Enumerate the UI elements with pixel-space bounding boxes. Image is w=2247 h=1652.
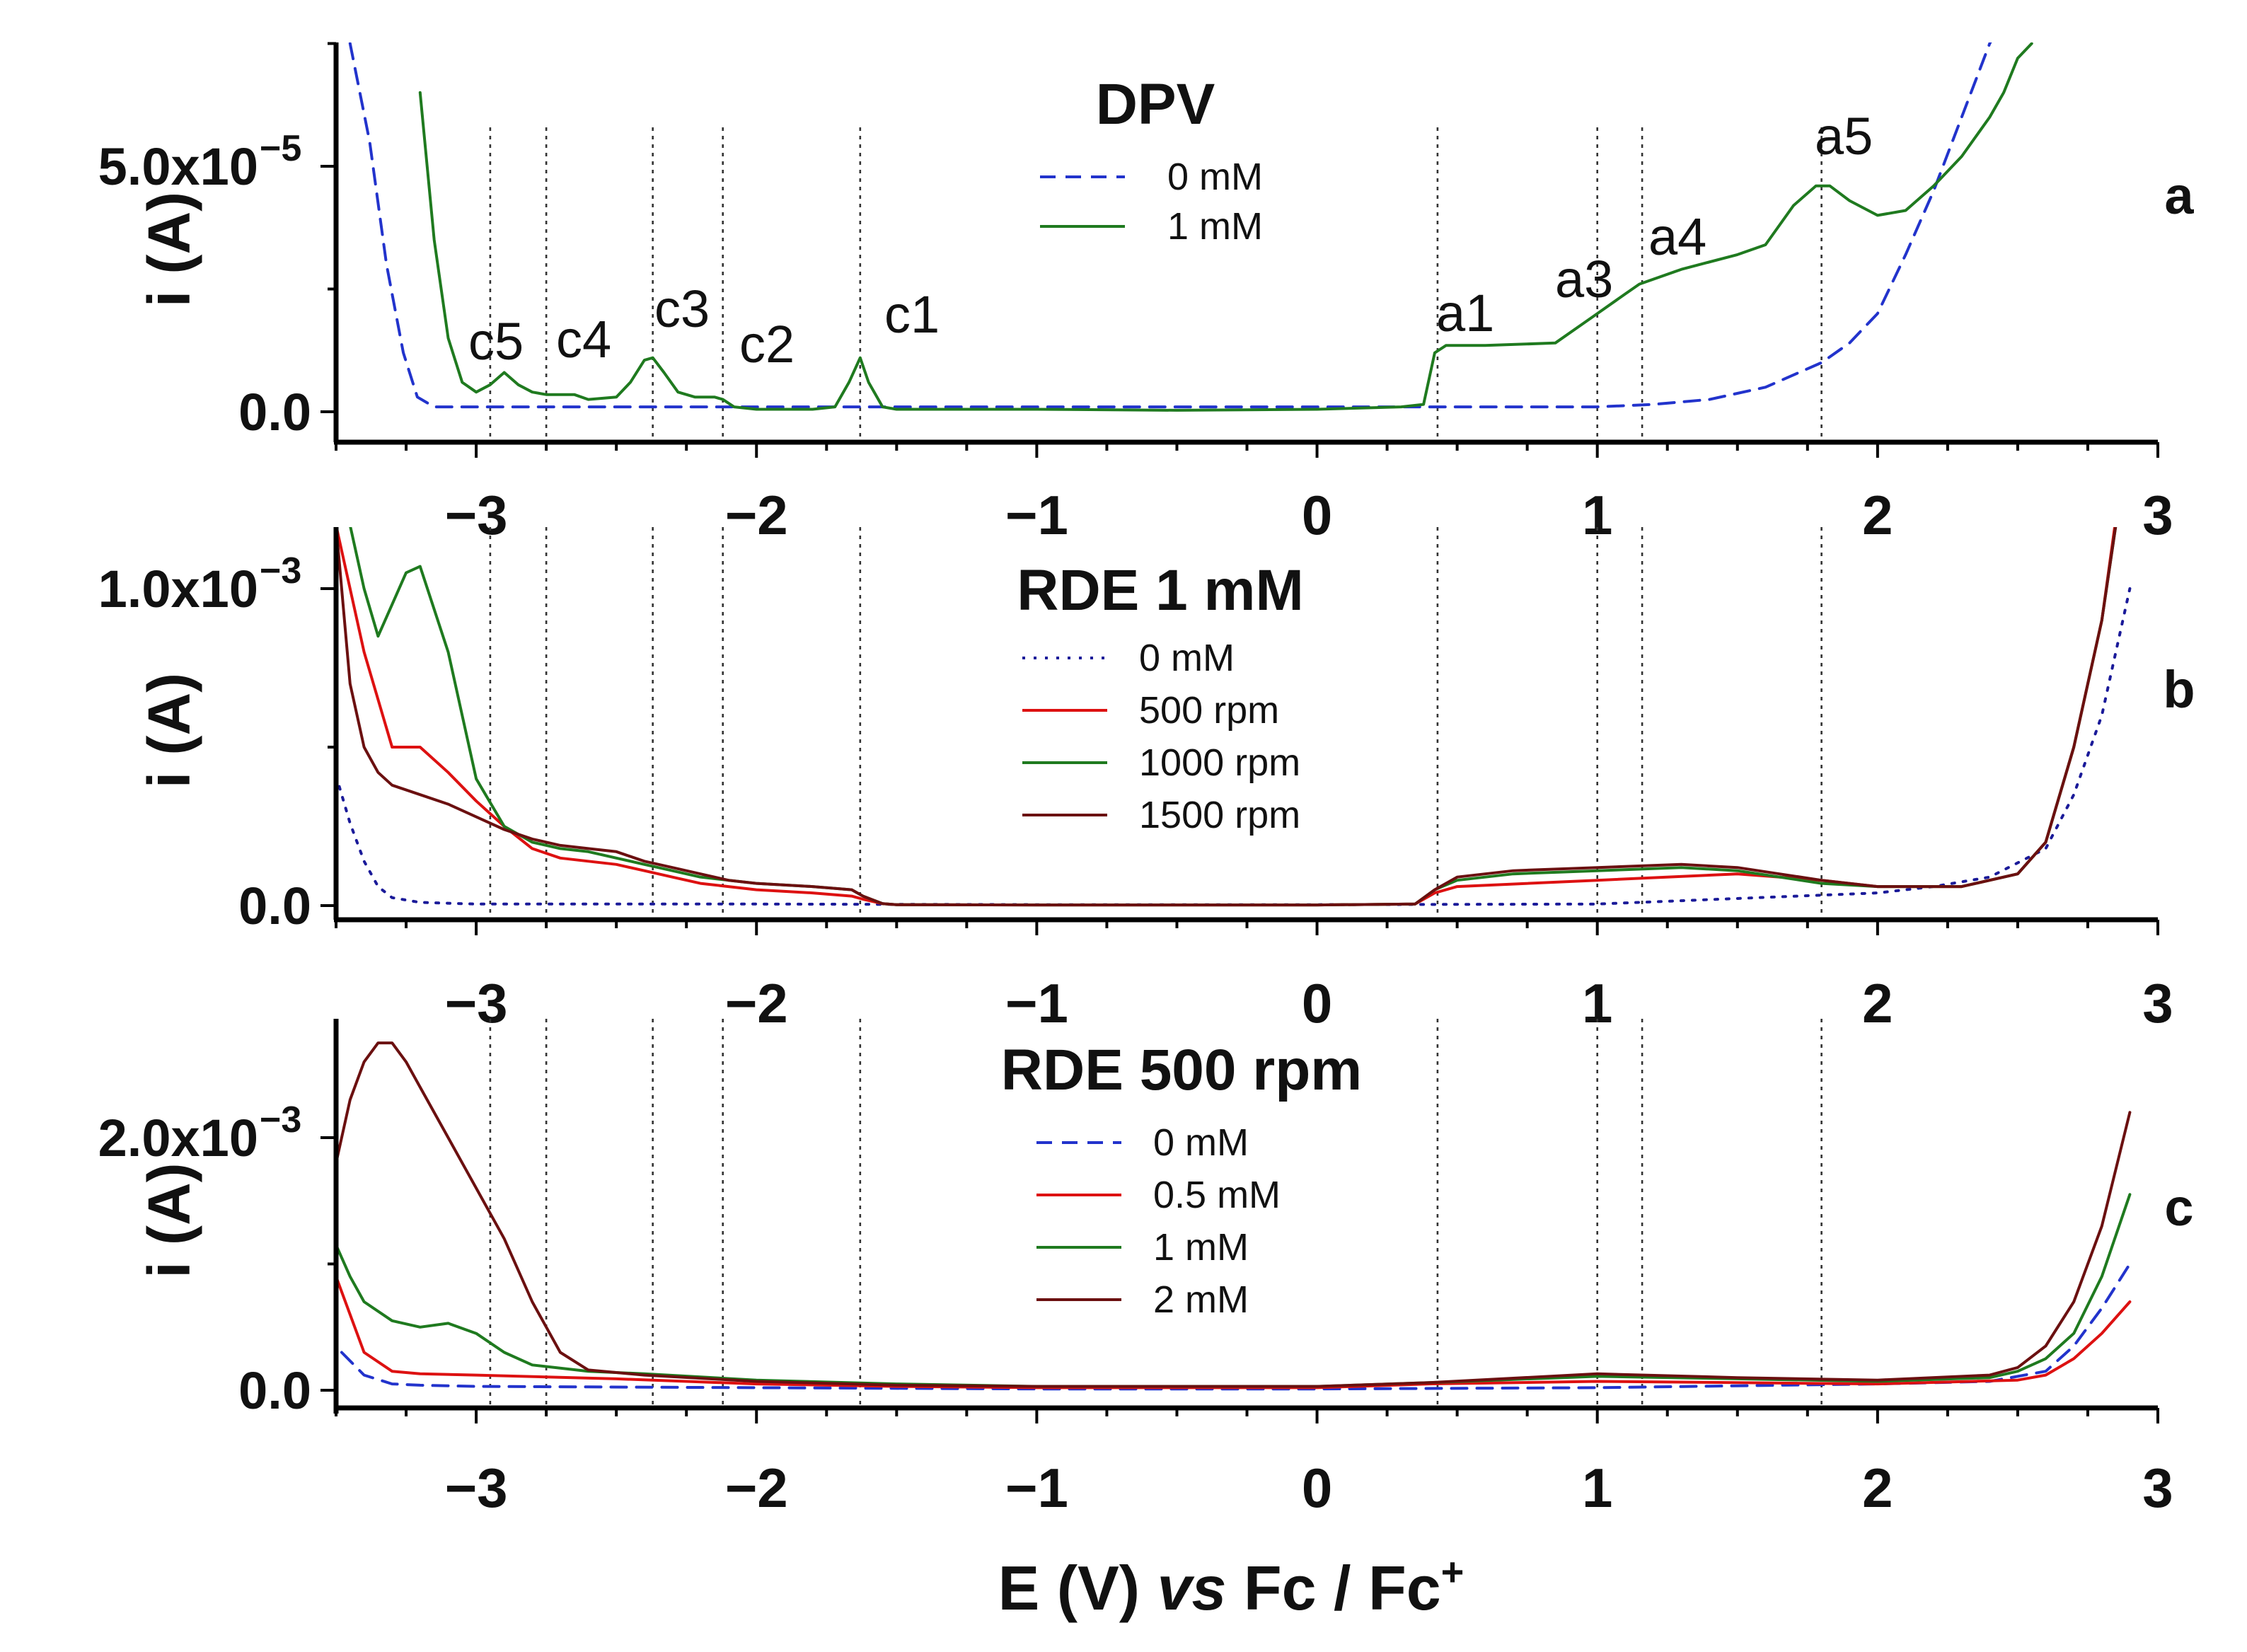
y-tick-label: 5.0x10−5 xyxy=(98,128,302,196)
x-tick-label: −2 xyxy=(725,1457,788,1519)
panel-c: −3 −2 −1 0 1 2 3 0.0 2.0x10−3i (A) RDE 500 rpm 0… xyxy=(98,1019,2194,1519)
x-tick-label: 3 xyxy=(2142,972,2173,1034)
x-tick-label: −3 xyxy=(445,1457,508,1519)
x-tick-label: −2 xyxy=(725,972,788,1034)
legend-label: 2 mM xyxy=(1153,1278,1249,1321)
series-line-0-mM xyxy=(340,1262,2132,1391)
peak-label-c1: c1 xyxy=(884,285,940,344)
x-tick-label: 1 xyxy=(1582,1457,1612,1519)
legend-label: 0 mM xyxy=(1139,637,1235,679)
legend-label: 1500 rpm xyxy=(1139,794,1300,836)
peak-label-c4: c4 xyxy=(556,310,611,369)
y-axis-title: i (A) xyxy=(136,192,202,307)
peak-marker-lines xyxy=(489,127,1823,442)
peak-label-a1: a1 xyxy=(1436,284,1494,342)
panel-a-legend: 0 mM 1 mM xyxy=(1040,156,1263,248)
x-tick-label: −3 xyxy=(445,972,508,1034)
x-tick-label: 0 xyxy=(1302,972,1332,1034)
legend-label: 0.5 mM xyxy=(1153,1174,1281,1216)
series-line-0-mM xyxy=(336,587,2132,906)
peak-marker-lines xyxy=(489,527,1823,920)
peak-label-c3: c3 xyxy=(654,279,710,338)
x-tick-label: 3 xyxy=(2142,1457,2173,1519)
legend-label: 1 mM xyxy=(1167,205,1263,248)
panel-b-label: b xyxy=(2163,660,2195,719)
panel-b-axes: −3 −2 −1 0 1 2 3 0.0 1.0x10−3 i (A) xyxy=(98,527,2173,1034)
legend-label: 1000 rpm xyxy=(1139,741,1300,784)
x-tick-label: 3 xyxy=(2142,484,2173,546)
panel-a: −3 −2 −1 0 1 2 30.05.0x10−5i (A) DPV 0 mM1 mM … xyxy=(98,42,2194,546)
legend-label: 0 mM xyxy=(1167,156,1263,198)
peak-label-a5: a5 xyxy=(1815,107,1873,166)
panel-b-curves xyxy=(336,527,2132,907)
x-tick-label: 1 xyxy=(1582,972,1612,1034)
series-line-1500-rpm xyxy=(336,527,2118,907)
peak-label-c2: c2 xyxy=(739,315,795,374)
x-tick-label: −1 xyxy=(1005,1457,1068,1519)
panel-b: −3 −2 −1 0 1 2 3 0.0 1.0x10−3 i (A) RDE 1 mM 0 mM… xyxy=(98,527,2195,1034)
y-tick-label: 2.0x10−3 xyxy=(98,1099,302,1167)
x-axis-title: E (V) vs Fc / Fc+ xyxy=(998,1549,1465,1623)
y-axis-title: i (A) xyxy=(136,1162,202,1278)
panel-a-peak-labels: c5 c4 c3 c2 c1 a1 a3 a4 a5 xyxy=(468,107,1873,374)
x-tick-label: 2 xyxy=(1862,484,1893,546)
panel-b-legend: 0 mM 500 rpm 1000 rpm 1500 rpm xyxy=(1022,637,1300,836)
series-line-0-mM xyxy=(348,42,1992,409)
x-tick-label: 2 xyxy=(1862,1457,1893,1519)
series-line-1-mM xyxy=(418,42,2033,412)
peak-label-c5: c5 xyxy=(468,312,524,371)
legend-label: 1 mM xyxy=(1153,1226,1249,1269)
panel-a-curves xyxy=(348,42,2033,412)
y-tick-label: 0.0 xyxy=(238,877,311,935)
x-tick-label: −1 xyxy=(1005,484,1068,546)
y-axis-title: i (A) xyxy=(136,673,202,788)
series-line-2-mM xyxy=(336,1041,2132,1388)
x-tick-label: 0 xyxy=(1302,484,1332,546)
peak-label-a3: a3 xyxy=(1555,250,1613,308)
panel-c-label: c xyxy=(2164,1178,2193,1237)
y-tick-label: 0.0 xyxy=(238,383,311,441)
peak-label-a4: a4 xyxy=(1648,207,1706,266)
y-tick-label: 1.0x10−3 xyxy=(98,550,302,618)
legend-label: 0 mM xyxy=(1153,1121,1249,1164)
x-tick-label: 0 xyxy=(1302,1457,1332,1519)
y-tick-label: 0.0 xyxy=(238,1361,311,1420)
x-tick-label: −2 xyxy=(725,484,788,546)
panel-c-axes: −3 −2 −1 0 1 2 3 0.0 2.0x10−3i (A) xyxy=(98,1019,2173,1519)
legend-label: 500 rpm xyxy=(1139,689,1279,732)
panel-c-legend: 0 mM 0.5 mM 1 mM 2 mM xyxy=(1036,1121,1281,1321)
panel-a-title: DPV xyxy=(1096,72,1215,137)
x-tick-label: −1 xyxy=(1005,972,1068,1034)
x-tick-label: 2 xyxy=(1862,972,1893,1034)
panel-a-axes: −3 −2 −1 0 1 2 30.05.0x10−5i (A) xyxy=(98,42,2173,546)
panel-a-label: a xyxy=(2164,166,2194,225)
panel-c-curves xyxy=(336,1041,2132,1391)
panel-c-title: RDE 500 rpm xyxy=(1001,1038,1362,1102)
x-tick-label: −3 xyxy=(445,484,508,546)
panel-b-title: RDE 1 mM xyxy=(1017,558,1304,623)
